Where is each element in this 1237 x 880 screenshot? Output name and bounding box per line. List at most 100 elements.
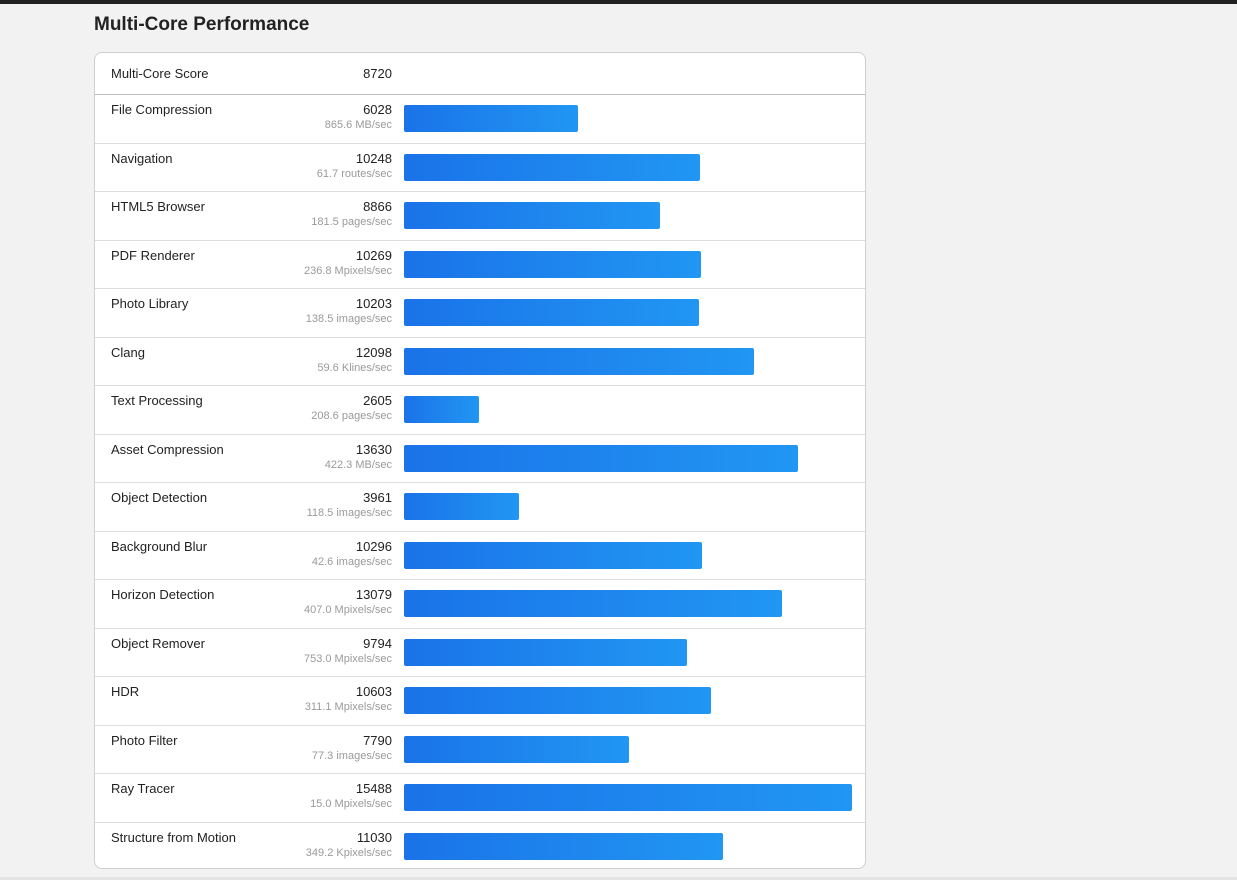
benchmark-name: Photo Filter: [111, 732, 178, 748]
score-bar: [404, 250, 701, 278]
benchmark-rate: 349.2 Kpixels/sec: [305, 846, 392, 859]
score-bar-track: [404, 347, 852, 375]
score-bar: [404, 832, 723, 860]
table-row: Text Processing 2605 208.6 pages/sec: [95, 386, 865, 435]
score-bar-track: [404, 153, 852, 181]
benchmark-score: 7790: [363, 732, 392, 748]
benchmark-rate: 59.6 Klines/sec: [317, 361, 392, 374]
benchmark-name: Object Detection: [111, 490, 208, 505]
table-row: Object Detection 3961 118.5 images/sec: [95, 483, 865, 532]
bottom-edge: [0, 877, 1237, 880]
benchmark-rate: 422.3 MB/sec: [324, 458, 392, 471]
benchmark-rate: 753.0 Mpixels/sec: [303, 652, 392, 665]
score-bar-track: [404, 687, 852, 714]
benchmark-score: 10248: [355, 150, 392, 166]
score-bar: [404, 590, 782, 617]
benchmark-name: Structure from Motion: [111, 829, 236, 845]
benchmark-score: 13079: [355, 587, 392, 602]
score-bar-track: [404, 638, 852, 666]
score-bar-track: [404, 590, 852, 617]
benchmark-score: 12098: [355, 344, 392, 360]
score-bar-track: [404, 105, 852, 132]
score-bar-track: [404, 299, 852, 326]
table-row: Ray Tracer 15488 15.0 Mpixels/sec: [95, 774, 865, 823]
table-row: Structure from Motion 11030 349.2 Kpixels/…: [95, 823, 865, 869]
benchmark-score: 10203: [355, 296, 392, 311]
section-title: Multi-Core Performance: [94, 14, 310, 35]
table-row: Photo Filter 7790 77.3 images/sec: [95, 726, 865, 774]
score-label: Multi-Core Score: [111, 66, 209, 81]
benchmark-name: PDF Renderer: [111, 247, 195, 263]
benchmark-name: HTML5 Browser: [111, 199, 205, 214]
benchmark-list: File Compression 6028 865.6 MB/sec Navigati…: [95, 95, 865, 869]
score-bar-track: [404, 444, 852, 472]
benchmark-score: 3961: [363, 490, 392, 505]
benchmark-score: 10269: [355, 247, 392, 263]
benchmark-name: Object Remover: [111, 635, 205, 651]
table-row: Background Blur 10296 42.6 images/sec: [95, 532, 865, 580]
score-bar-track: [404, 396, 852, 423]
benchmark-score: 2605: [363, 393, 392, 408]
score-bar: [404, 784, 852, 811]
score-bar-track: [404, 250, 852, 278]
top-border: [0, 0, 1237, 4]
benchmark-rate: 865.6 MB/sec: [324, 119, 392, 131]
score-bar: [404, 638, 687, 666]
table-row: Navigation 10248 61.7 routes/sec: [95, 144, 865, 192]
benchmark-name: Horizon Detection: [111, 587, 215, 602]
score-bar: [404, 493, 519, 520]
score-bar-track: [404, 735, 852, 763]
benchmark-score: 11030: [356, 829, 392, 845]
benchmark-name: File Compression: [111, 102, 213, 117]
score-bar: [404, 105, 578, 132]
score-bar-track: [404, 202, 852, 229]
table-row: Clang 12098 59.6 Klines/sec: [95, 338, 865, 386]
score-bar: [404, 735, 629, 763]
benchmark-name: Ray Tracer: [111, 781, 175, 796]
score-bar: [404, 153, 700, 181]
score-bar: [404, 541, 702, 569]
benchmark-score: 10603: [355, 684, 392, 699]
table-row: PDF Renderer 10269 236.8 Mpixels/sec: [95, 241, 865, 289]
score-bar-track: [404, 541, 852, 569]
benchmark-name: Background Blur: [111, 538, 208, 554]
score-bar-track: [404, 784, 852, 811]
score-bar: [404, 202, 660, 229]
score-bar-track: [404, 832, 852, 860]
benchmark-rate: 181.5 pages/sec: [311, 216, 392, 228]
benchmark-name: Asset Compression: [111, 441, 224, 457]
table-row: Asset Compression 13630 422.3 MB/sec: [95, 435, 865, 483]
table-row: File Compression 6028 865.6 MB/sec: [95, 95, 865, 144]
score-bar: [404, 299, 699, 326]
score-bar: [404, 347, 754, 375]
benchmark-rate: 15.0 Mpixels/sec: [310, 798, 392, 810]
score-bar: [404, 687, 711, 714]
benchmark-name: Text Processing: [111, 393, 203, 408]
benchmark-score: 10296: [355, 538, 392, 554]
benchmark-score: 6028: [363, 102, 392, 117]
benchmark-rate: 77.3 images/sec: [311, 749, 392, 762]
benchmark-score: 8866: [363, 199, 392, 214]
benchmark-score: 15488: [355, 781, 392, 796]
table-row: Object Remover 9794 753.0 Mpixels/sec: [95, 629, 865, 677]
benchmark-rate: 208.6 pages/sec: [311, 410, 392, 422]
benchmark-rate: 42.6 images/sec: [311, 555, 392, 568]
benchmark-rate: 407.0 Mpixels/sec: [303, 604, 392, 616]
table-row: HDR 10603 311.1 Mpixels/sec: [95, 677, 865, 726]
benchmark-score: 9794: [363, 635, 392, 651]
score-bar: [404, 444, 798, 472]
benchmark-name: Clang: [111, 344, 145, 360]
benchmark-rate: 236.8 Mpixels/sec: [303, 264, 392, 277]
multi-core-score-row: Multi-Core Score 8720: [95, 53, 865, 95]
benchmark-score: 13630: [355, 441, 392, 457]
benchmark-name: Photo Library: [111, 296, 189, 311]
score-value: 8720: [363, 66, 392, 81]
table-row: Horizon Detection 13079 407.0 Mpixels/sec: [95, 580, 865, 629]
benchmark-rate: 138.5 images/sec: [305, 313, 392, 325]
benchmark-name: HDR: [111, 684, 140, 699]
benchmark-rate: 61.7 routes/sec: [316, 167, 392, 180]
score-bar: [404, 396, 479, 423]
benchmark-panel: Multi-Core Score 8720 File Compression 60…: [94, 52, 866, 869]
table-row: HTML5 Browser 8866 181.5 pages/sec: [95, 192, 865, 241]
benchmark-rate: 311.1 Mpixels/sec: [304, 701, 392, 713]
